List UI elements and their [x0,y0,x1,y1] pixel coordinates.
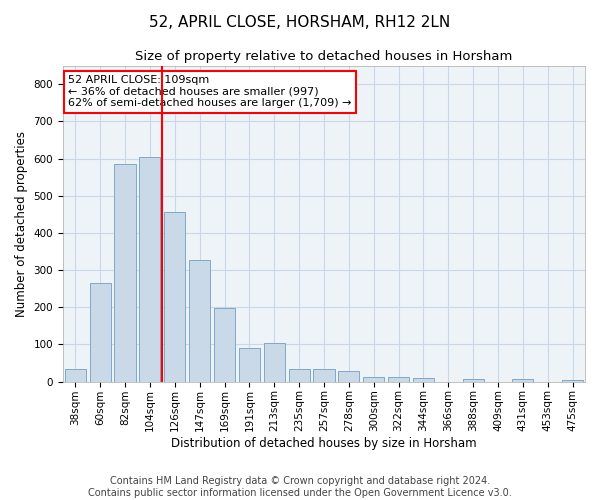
Bar [363,377,384,382]
Bar [463,378,484,382]
Bar [65,368,86,382]
Bar [413,378,434,382]
Text: 52 APRIL CLOSE: 109sqm
← 36% of detached houses are smaller (997)
62% of semi-de: 52 APRIL CLOSE: 109sqm ← 36% of detached… [68,75,352,108]
Bar [189,260,210,382]
Text: 52, APRIL CLOSE, HORSHAM, RH12 2LN: 52, APRIL CLOSE, HORSHAM, RH12 2LN [149,15,451,30]
Bar [239,348,260,382]
Bar [388,377,409,382]
Bar [338,370,359,382]
Y-axis label: Number of detached properties: Number of detached properties [15,130,28,316]
Bar [89,283,111,382]
Bar [115,164,136,382]
Bar [263,344,285,382]
Bar [512,378,533,382]
X-axis label: Distribution of detached houses by size in Horsham: Distribution of detached houses by size … [171,437,477,450]
Bar [164,212,185,382]
Bar [289,368,310,382]
Bar [313,370,335,382]
Title: Size of property relative to detached houses in Horsham: Size of property relative to detached ho… [135,50,512,63]
Bar [139,156,160,382]
Bar [562,380,583,382]
Text: Contains HM Land Registry data © Crown copyright and database right 2024.
Contai: Contains HM Land Registry data © Crown c… [88,476,512,498]
Bar [214,308,235,382]
